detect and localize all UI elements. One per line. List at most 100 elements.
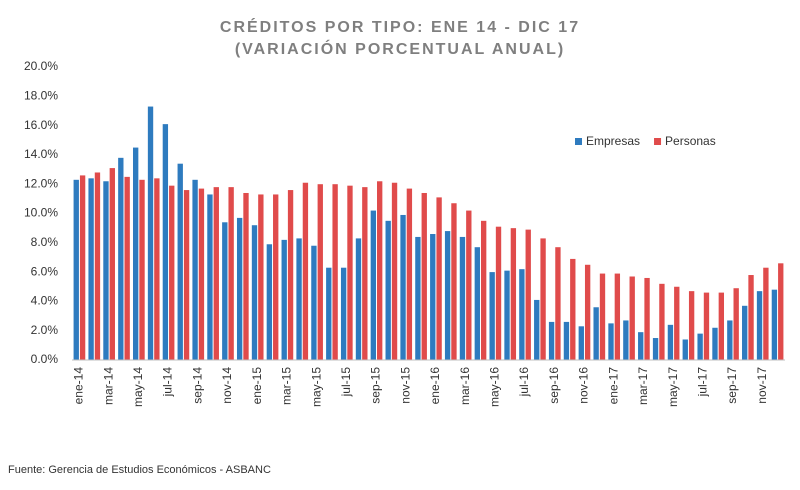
bar [474,247,480,360]
bar [302,182,309,360]
bar [525,229,531,360]
bar [504,270,510,360]
bar [326,267,332,360]
x-tick-label: sep-17 [725,367,739,404]
bar [659,283,665,360]
bar [667,324,674,360]
y-tick-label: 4.0% [31,294,59,308]
x-tick-label: jul-14 [161,367,175,398]
y-tick-label: 18.0% [24,88,58,102]
bar [584,264,591,360]
bar [177,163,183,360]
bar [756,291,763,360]
bar [207,194,213,360]
bar [287,190,294,360]
legend-label: Empresas [586,134,640,148]
bar [296,238,302,360]
bar [771,289,778,360]
x-tick-label: may-15 [309,367,323,407]
bar [88,178,94,360]
bar [273,194,279,360]
bar [415,236,421,360]
bar [563,321,570,360]
bar [266,244,273,360]
bar [644,277,650,360]
bar [332,184,338,360]
bar [489,272,495,360]
bar [451,203,457,360]
x-tick-label: jul-15 [339,367,353,398]
bar [570,258,576,360]
bar [192,179,198,360]
bar [317,184,323,360]
bar [347,185,353,360]
bar [147,106,154,361]
bar [697,333,703,360]
bar [578,326,584,360]
bar [421,192,427,360]
y-tick-label: 10.0% [24,206,58,220]
bar [370,210,377,360]
x-tick-label: ene-14 [72,367,86,405]
x-tick-label: ene-15 [250,367,264,405]
bar [362,187,368,360]
bar [629,276,635,360]
bar [73,179,79,360]
x-tick-label: sep-15 [369,367,383,404]
bar [251,225,258,360]
y-tick-label: 20.0% [24,59,58,73]
bar [391,182,398,360]
bar [608,323,614,360]
bar [623,320,629,360]
bar [495,226,502,360]
bar [400,214,406,360]
bar [534,299,540,360]
x-tick-label: nov-16 [577,367,591,404]
bar [674,286,680,360]
x-tick-label: may-17 [666,367,680,407]
x-tick-label: sep-16 [547,367,561,404]
source: Fuente: Gerencia de Estudios Económicos … [8,464,271,476]
bar [162,124,169,360]
x-tick-label: mar-16 [458,367,472,405]
bar [748,275,754,360]
bar [139,179,145,360]
y-tick-label: 0.0% [31,352,59,366]
x-tick-label: may-16 [488,367,502,407]
bar [169,185,175,360]
bar [540,238,546,360]
x-tick-label: mar-15 [280,367,294,405]
bar [480,220,487,360]
bar [236,217,243,360]
x-tick-label: jul-16 [517,367,531,398]
y-tick-label: 12.0% [24,176,58,190]
bar [718,292,725,360]
bar [154,178,160,360]
y-tick-label: 16.0% [24,118,58,132]
bar [311,245,317,360]
bar [406,188,413,360]
bar [124,176,130,360]
bar [79,175,86,360]
y-tick-label: 2.0% [31,323,59,337]
y-tick-label: 14.0% [24,147,58,161]
bar [727,320,733,360]
y-tick-label: 8.0% [31,235,59,249]
bar [444,231,451,360]
x-tick-label: nov-14 [220,367,234,404]
bar [281,239,287,360]
bar [183,190,190,360]
bar [132,147,139,360]
x-tick-label: nov-17 [755,367,769,404]
x-tick-label: sep-14 [190,367,204,404]
bar [510,228,517,360]
y-tick-label: 6.0% [31,264,59,278]
bar [385,220,391,360]
x-tick-label: nov-15 [398,367,412,404]
bar [593,307,599,360]
chart-subtitle: (VARIACIÓN PORCENTUAL ANUAL) [235,39,565,58]
bar [118,157,124,360]
legend-swatch [575,138,582,145]
bar [778,263,784,360]
